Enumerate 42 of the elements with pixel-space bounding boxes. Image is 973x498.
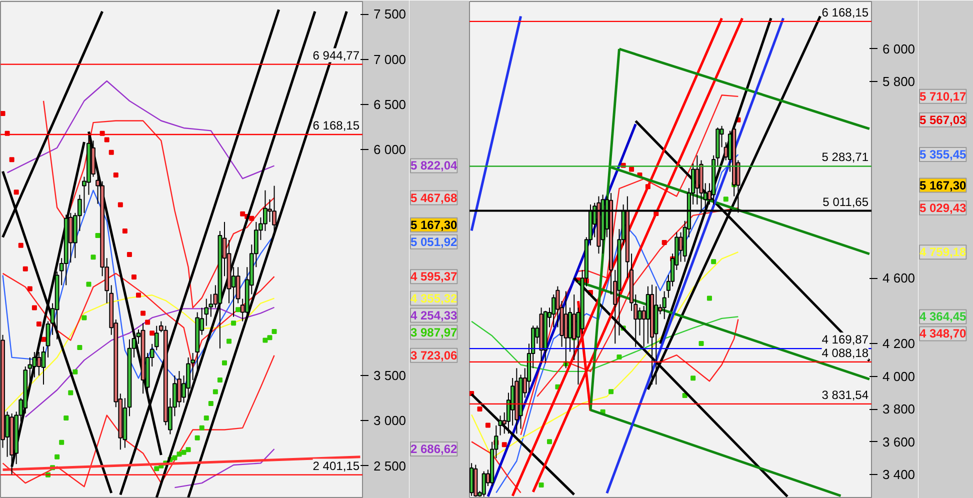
text: 5 051,92 bbox=[410, 234, 458, 249]
ref-line-label: 6 168,15 bbox=[312, 118, 360, 132]
text: 4 254,33 bbox=[410, 308, 458, 322]
ref-line-label: 2 401,15 bbox=[312, 458, 360, 473]
text: 5 822,04 bbox=[410, 158, 458, 173]
ref-line-label: 6 944,77 bbox=[312, 48, 360, 62]
y-tick-label: 2 500 bbox=[374, 458, 406, 474]
text: 5 567,03 bbox=[920, 112, 967, 127]
text: 3 987,97 bbox=[410, 325, 458, 340]
y-tick-label: 6 500 bbox=[374, 96, 406, 112]
ref-line-label: 4 088,18 bbox=[822, 346, 869, 360]
text: 5 029,43 bbox=[920, 200, 967, 215]
y-tick-label: 4 200 bbox=[882, 336, 916, 352]
y-tick-label: 3 000 bbox=[374, 413, 406, 428]
y-tick-label: 3 400 bbox=[882, 467, 916, 482]
text: 4 364,45 bbox=[920, 310, 967, 324]
y-tick-label: 7 000 bbox=[374, 52, 406, 67]
y-tick-label: 6 000 bbox=[374, 142, 406, 158]
text: 4 355,32 bbox=[410, 291, 458, 306]
text: 5 355,45 bbox=[920, 147, 967, 162]
text: 3 723,06 bbox=[410, 348, 458, 362]
text: 4 595,37 bbox=[410, 270, 458, 284]
ref-line-label: 5 283,71 bbox=[822, 150, 869, 164]
text: 4 759,18 bbox=[920, 245, 967, 260]
y-tick-label: 4 000 bbox=[882, 368, 916, 384]
y-tick-label: 3 500 bbox=[374, 368, 406, 384]
ref-line-label: 3 831,54 bbox=[822, 388, 869, 402]
text: 2 686,62 bbox=[410, 442, 458, 456]
ref-line-label: 5 011,65 bbox=[822, 194, 869, 209]
text: 5 467,68 bbox=[410, 190, 458, 205]
y-tick-label: 3 800 bbox=[882, 402, 916, 417]
ref-line-label: 4 169,87 bbox=[822, 332, 869, 347]
y-tick-label: 5 800 bbox=[882, 74, 916, 90]
text: 5 167,30 bbox=[410, 218, 458, 232]
y-tick-label: 4 600 bbox=[882, 270, 916, 286]
text: 5 710,17 bbox=[920, 89, 967, 104]
y-tick-label: 6 000 bbox=[882, 41, 916, 56]
text: 5 167,30 bbox=[920, 178, 967, 192]
y-tick-label: 7 500 bbox=[374, 6, 406, 22]
text: 4 348,70 bbox=[920, 326, 967, 341]
ref-line-label: 6 168,15 bbox=[822, 5, 869, 20]
y-tick-label: 3 600 bbox=[882, 434, 916, 450]
